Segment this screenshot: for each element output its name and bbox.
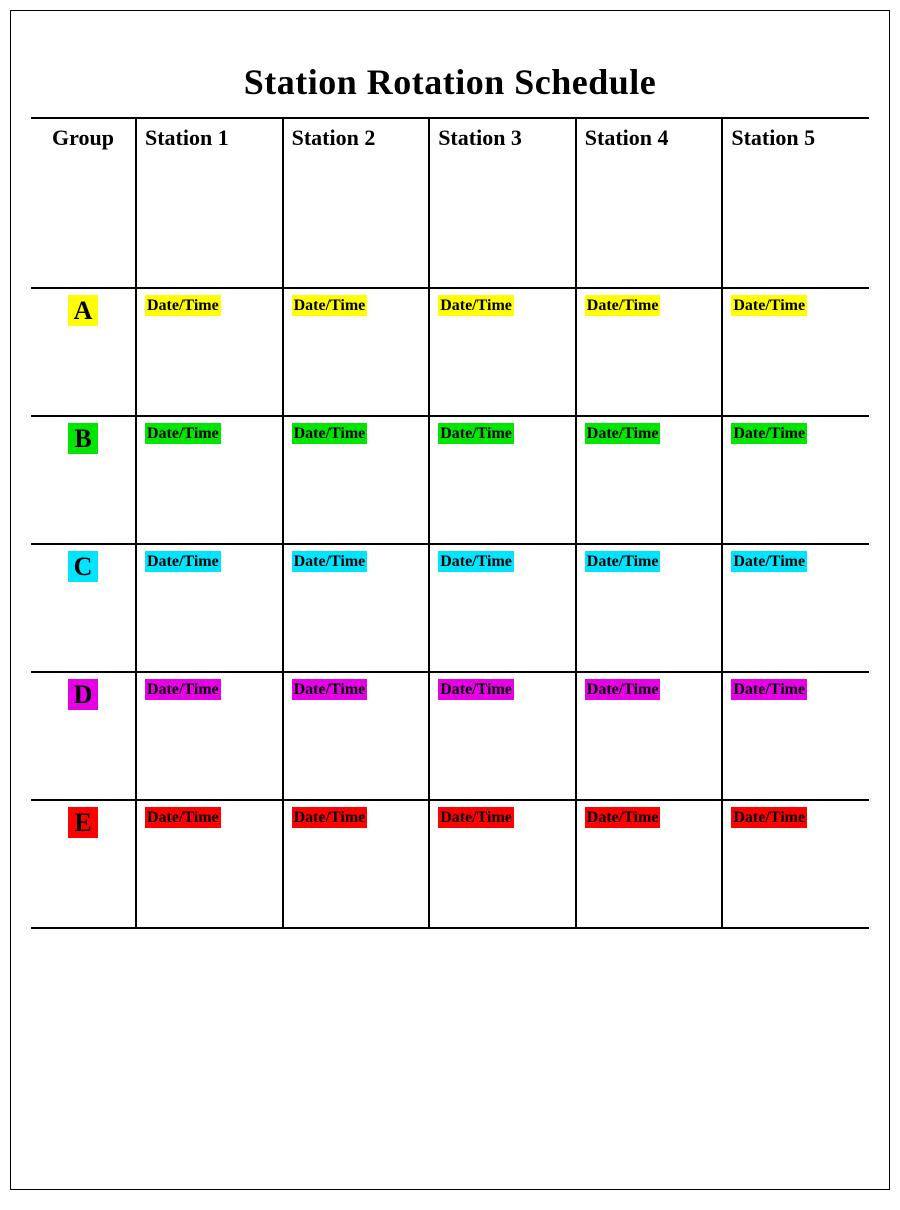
col-station-1: Station 1: [136, 118, 283, 288]
date-time-label: Date/Time: [145, 423, 221, 444]
schedule-cell: Date/Time: [722, 800, 869, 928]
group-cell: C: [31, 544, 136, 672]
date-time-label: Date/Time: [585, 679, 661, 700]
schedule-cell: Date/Time: [283, 288, 430, 416]
schedule-cell: Date/Time: [429, 416, 576, 544]
date-time-label: Date/Time: [438, 551, 514, 572]
schedule-cell: Date/Time: [722, 544, 869, 672]
schedule-cell: Date/Time: [429, 800, 576, 928]
date-time-label: Date/Time: [731, 551, 807, 572]
schedule-cell: Date/Time: [429, 544, 576, 672]
group-label: D: [68, 679, 99, 710]
date-time-label: Date/Time: [731, 679, 807, 700]
schedule-cell: Date/Time: [576, 288, 723, 416]
schedule-cell: Date/Time: [283, 672, 430, 800]
schedule-cell: Date/Time: [722, 672, 869, 800]
col-group: Group: [31, 118, 136, 288]
schedule-cell: Date/Time: [136, 800, 283, 928]
date-time-label: Date/Time: [145, 551, 221, 572]
col-station-4: Station 4: [576, 118, 723, 288]
schedule-cell: Date/Time: [283, 416, 430, 544]
schedule-cell: Date/Time: [429, 288, 576, 416]
date-time-label: Date/Time: [731, 295, 807, 316]
schedule-cell: Date/Time: [136, 544, 283, 672]
schedule-cell: Date/Time: [722, 288, 869, 416]
date-time-label: Date/Time: [731, 423, 807, 444]
date-time-label: Date/Time: [731, 807, 807, 828]
table-row: E Date/Time Date/Time Date/Time Date/Time Dat…: [31, 800, 869, 928]
date-time-label: Date/Time: [145, 679, 221, 700]
schedule-table: Group Station 1 Station 2 Station 3 Stat…: [31, 117, 869, 929]
date-time-label: Date/Time: [292, 295, 368, 316]
col-station-2: Station 2: [283, 118, 430, 288]
schedule-cell: Date/Time: [136, 288, 283, 416]
schedule-cell: Date/Time: [283, 544, 430, 672]
table-row: B Date/Time Date/Time Date/Time Date/Time Dat…: [31, 416, 869, 544]
date-time-label: Date/Time: [585, 807, 661, 828]
table-row: A Date/Time Date/Time Date/Time Date/Time Dat…: [31, 288, 869, 416]
table-head: Group Station 1 Station 2 Station 3 Stat…: [31, 118, 869, 288]
table-row: D Date/Time Date/Time Date/Time Date/Time Dat…: [31, 672, 869, 800]
group-cell: E: [31, 800, 136, 928]
schedule-cell: Date/Time: [576, 544, 723, 672]
schedule-cell: Date/Time: [136, 416, 283, 544]
schedule-cell: Date/Time: [576, 800, 723, 928]
group-cell: B: [31, 416, 136, 544]
date-time-label: Date/Time: [145, 807, 221, 828]
date-time-label: Date/Time: [585, 551, 661, 572]
table-body: A Date/Time Date/Time Date/Time Date/Time Dat…: [31, 288, 869, 928]
schedule-cell: Date/Time: [136, 672, 283, 800]
date-time-label: Date/Time: [438, 423, 514, 444]
schedule-cell: Date/Time: [576, 416, 723, 544]
date-time-label: Date/Time: [292, 679, 368, 700]
date-time-label: Date/Time: [292, 423, 368, 444]
schedule-cell: Date/Time: [722, 416, 869, 544]
schedule-cell: Date/Time: [429, 672, 576, 800]
date-time-label: Date/Time: [438, 679, 514, 700]
date-time-label: Date/Time: [145, 295, 221, 316]
col-station-5: Station 5: [722, 118, 869, 288]
schedule-cell: Date/Time: [576, 672, 723, 800]
date-time-label: Date/Time: [585, 423, 661, 444]
date-time-label: Date/Time: [585, 295, 661, 316]
group-label: A: [68, 295, 99, 326]
date-time-label: Date/Time: [438, 295, 514, 316]
page-title: Station Rotation Schedule: [31, 61, 869, 103]
group-label: C: [68, 551, 99, 582]
col-station-3: Station 3: [429, 118, 576, 288]
date-time-label: Date/Time: [292, 551, 368, 572]
group-cell: D: [31, 672, 136, 800]
group-label: B: [68, 423, 97, 454]
date-time-label: Date/Time: [292, 807, 368, 828]
header-row: Group Station 1 Station 2 Station 3 Stat…: [31, 118, 869, 288]
schedule-page: Station Rotation Schedule Group Station …: [10, 10, 890, 1190]
date-time-label: Date/Time: [438, 807, 514, 828]
table-row: C Date/Time Date/Time Date/Time Date/Time Dat…: [31, 544, 869, 672]
schedule-cell: Date/Time: [283, 800, 430, 928]
group-label: E: [68, 807, 97, 838]
group-cell: A: [31, 288, 136, 416]
